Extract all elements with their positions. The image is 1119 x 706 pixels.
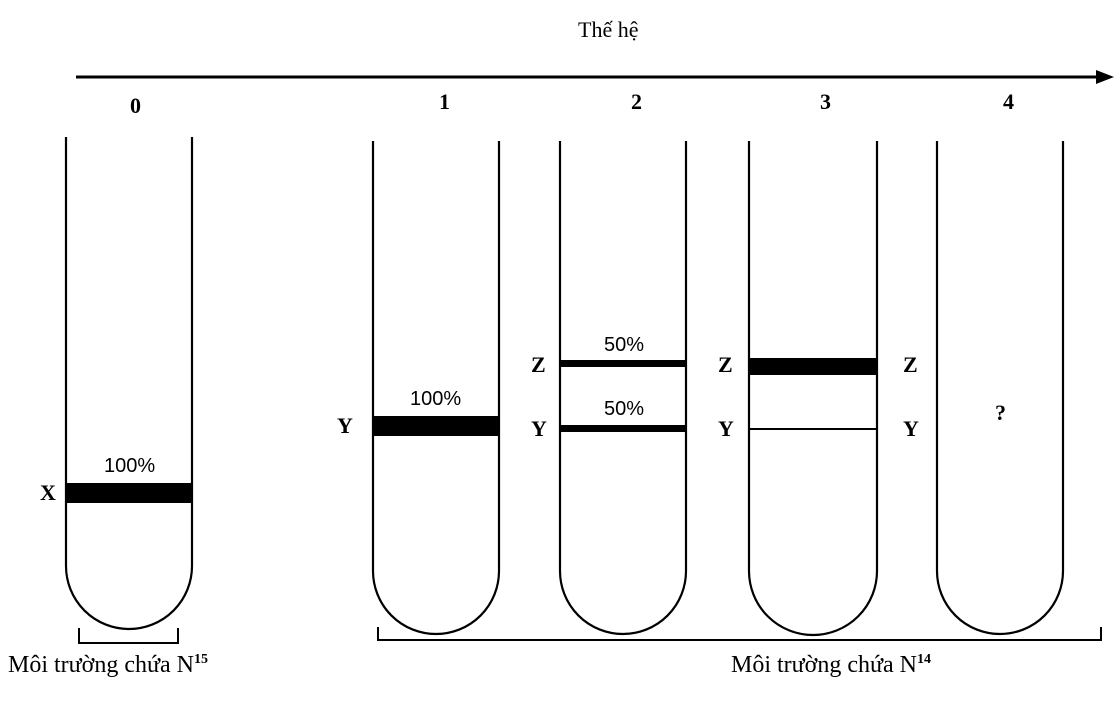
- band-letter-z-gen-3-right: Z: [903, 352, 918, 377]
- bracket-n14: [377, 627, 1102, 641]
- environment-sup-n14: 14: [917, 652, 932, 667]
- test-tube-gen-4: [935, 141, 1065, 636]
- environment-sup-n15: 15: [194, 652, 209, 667]
- environment-text-n15: Môi trường chứa N: [8, 652, 195, 678]
- band-letter-y-gen-1: Y: [337, 413, 353, 438]
- band-z-gen-3: [749, 358, 877, 375]
- test-tube-gen-2: [558, 141, 688, 636]
- percent-label-gen-0: 100%: [104, 455, 156, 477]
- environment-text-n14: Môi trường chứa N: [731, 652, 918, 678]
- band-z-gen-2: [560, 360, 686, 367]
- band-y-gen-1: [373, 416, 499, 436]
- generation-label-4: 4: [1003, 89, 1014, 114]
- test-tube-gen-1: [371, 141, 501, 636]
- band-x-gen-0: [66, 483, 192, 503]
- band-letter-y-gen-3-right: Y: [903, 416, 919, 441]
- timeline-arrow: [76, 70, 1114, 84]
- test-tube-gen-0: [64, 137, 194, 631]
- unknown-result-marker: ?: [995, 400, 1006, 425]
- generation-label-0: 0: [130, 93, 141, 118]
- band-y-gen-2: [560, 425, 686, 432]
- band-letter-z-gen-2: Z: [531, 352, 546, 377]
- band-letter-y-gen-2: Y: [531, 416, 547, 441]
- test-tube-gen-3: [747, 141, 879, 637]
- environment-label-n14: Môi trường chứa N14: [731, 652, 931, 679]
- generation-label-2: 2: [631, 89, 642, 114]
- generation-axis-title: Thế hệ: [578, 17, 639, 42]
- environment-label-n15: Môi trường chứa N15: [8, 652, 208, 679]
- percent-label-y-gen-2: 50%: [604, 398, 645, 420]
- band-letter-z-gen-3-left: Z: [718, 352, 733, 377]
- band-letter-y-gen-3-left: Y: [718, 416, 734, 441]
- generation-label-1: 1: [439, 89, 450, 114]
- band-letter-x: X: [40, 480, 56, 505]
- percent-label-gen-1: 100%: [410, 388, 462, 410]
- bracket-n15: [78, 628, 179, 644]
- generation-label-3: 3: [820, 89, 831, 114]
- percent-label-z-gen-2: 50%: [604, 334, 645, 356]
